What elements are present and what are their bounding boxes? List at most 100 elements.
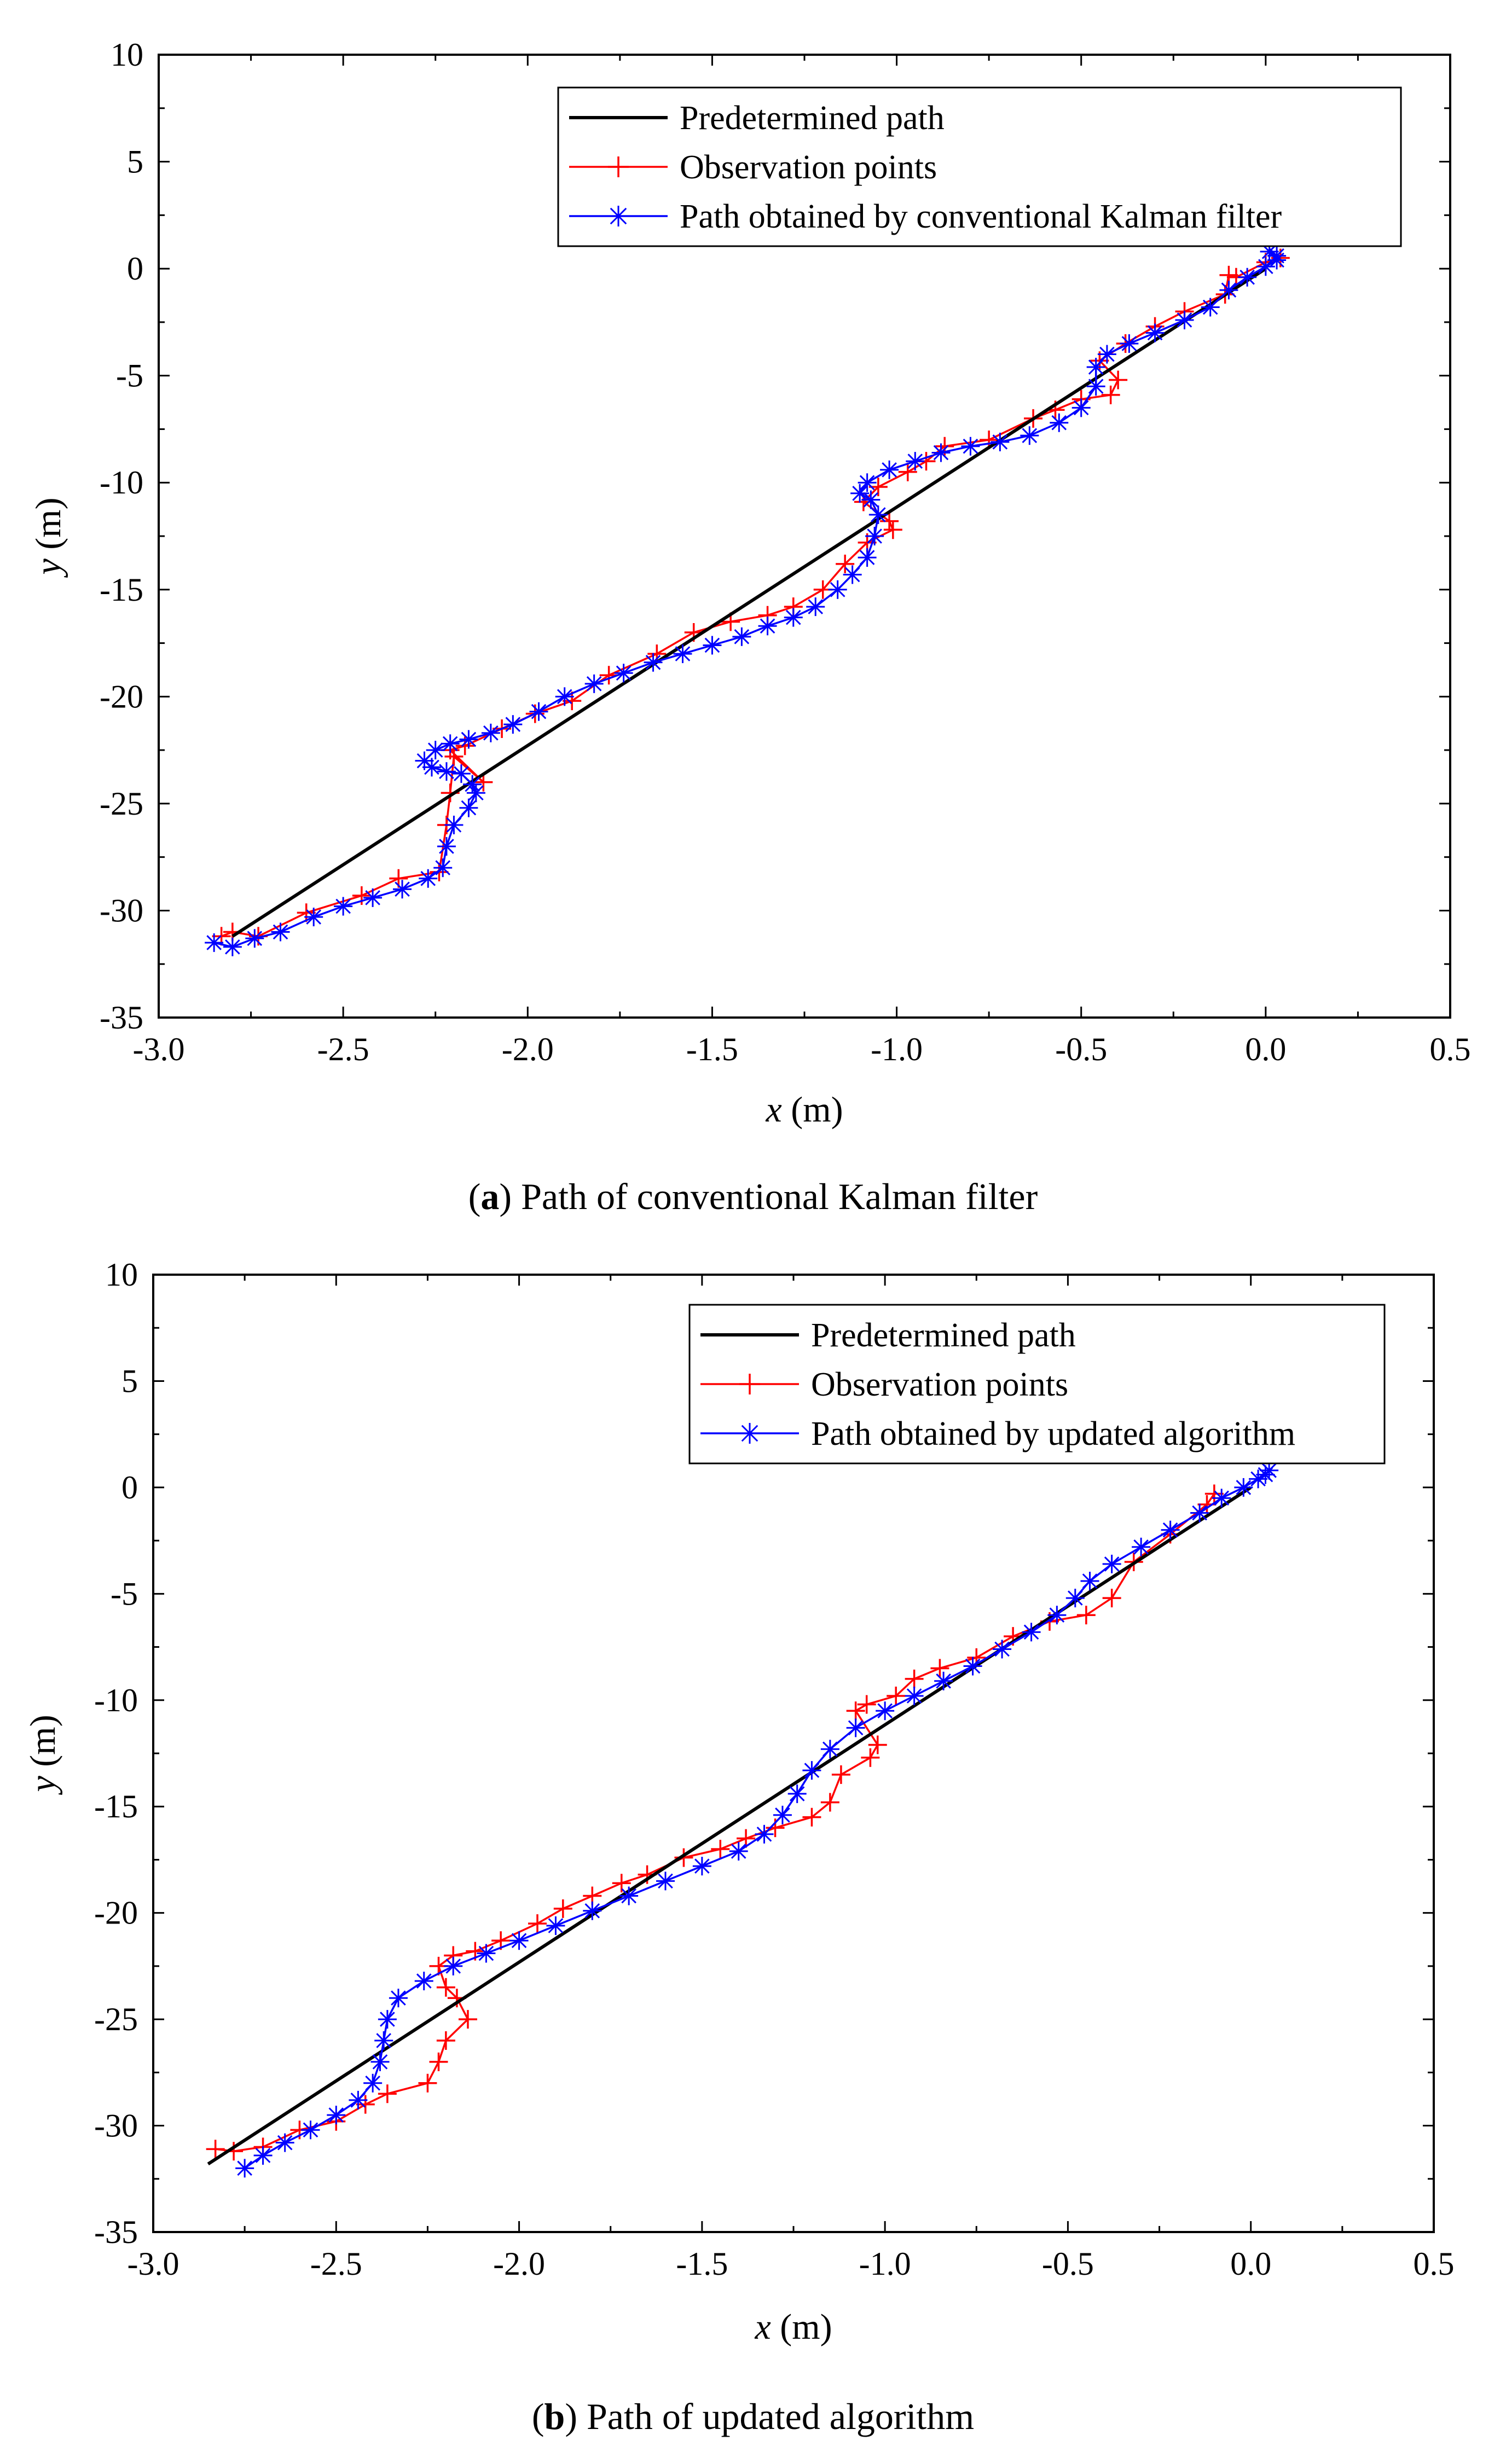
- series-filtered-point-d2: [859, 475, 875, 491]
- series-filtered-point-d2: [365, 2075, 380, 2091]
- series-filtered-point-d2: [822, 1741, 838, 1757]
- series-filtered-point: [437, 837, 456, 856]
- series-observation-point: [1076, 1606, 1096, 1625]
- legend-swatch-marker: [739, 1374, 760, 1394]
- series-observation-point: [1101, 385, 1120, 404]
- series-filtered-point-d2: [675, 646, 691, 661]
- series-filtered-point-d2: [1073, 400, 1089, 416]
- series-filtered-point: [223, 937, 242, 956]
- series-filtered-point: [806, 597, 825, 617]
- series-filtered-point-d2: [461, 731, 477, 747]
- series-filtered-point-d2: [852, 485, 867, 501]
- series-filtered-point: [205, 933, 224, 952]
- legend-entry-label: Predetermined path: [811, 1317, 1076, 1354]
- series-observation-point: [887, 1687, 906, 1705]
- series-filtered-point: [1071, 398, 1091, 417]
- x-axis-label: x (m): [765, 1090, 843, 1130]
- series-filtered-point-d2: [478, 1945, 494, 1961]
- series-filtered-point: [459, 798, 478, 817]
- series-filtered-point: [1161, 1520, 1180, 1539]
- series-filtered-point: [1175, 310, 1194, 329]
- series-filtered-point: [1086, 377, 1105, 396]
- panel-caption: (b) Path of updated algorithm: [532, 2396, 974, 2437]
- series-filtered-point-d2: [994, 1641, 1010, 1657]
- series-filtered-point: [374, 2031, 393, 2050]
- series-filtered-point: [868, 505, 888, 524]
- series-filtered-point: [433, 858, 453, 877]
- x-tick-label: 0.0: [1230, 2246, 1271, 2282]
- series-filtered-point-d2: [1177, 312, 1192, 328]
- series-filtered-point: [1020, 426, 1039, 445]
- series-filtered-point: [444, 1956, 463, 1975]
- legend: Predetermined path Observation points Path…: [688, 1304, 1386, 1465]
- series-filtered-point-d2: [1099, 346, 1115, 362]
- series-filtered-point: [349, 2090, 368, 2109]
- series-filtered-point: [444, 816, 464, 834]
- series-filtered-point: [546, 1916, 565, 1935]
- series-filtered-point-d2: [859, 550, 875, 565]
- legend-swatch-marker: [608, 156, 629, 177]
- series-filtered-point-d2: [1121, 336, 1137, 351]
- series-filtered-point: [253, 2146, 273, 2165]
- series-filtered-point-d2: [465, 776, 480, 792]
- series-observation-point: [1109, 370, 1128, 390]
- series-filtered-point: [934, 1671, 953, 1690]
- series-observation-point: [528, 1914, 547, 1933]
- series-filtered-point: [729, 1841, 748, 1861]
- series-filtered-point: [905, 1687, 924, 1705]
- series-observation-point: [356, 2095, 375, 2114]
- series-filtered-point-d2: [273, 924, 288, 940]
- series-filtered-point-d2: [446, 817, 462, 833]
- x-axis-label: x (m): [754, 2307, 832, 2347]
- series-filtered-point-d2: [808, 599, 824, 614]
- series-observation-point: [802, 1808, 821, 1827]
- series-filtered-point: [419, 869, 438, 888]
- series-observation-point: [647, 644, 667, 664]
- series-filtered-point: [245, 929, 264, 948]
- series-filtered-point-d2: [548, 1918, 564, 1933]
- series-filtered-point-d2: [848, 1720, 864, 1736]
- series-filtered-point: [529, 702, 548, 721]
- x-tick-label: -2.0: [502, 1031, 554, 1067]
- series-filtered-point: [1102, 1554, 1121, 1573]
- series-filtered-point-d2: [1239, 269, 1255, 285]
- y-tick-label: 5: [121, 1363, 138, 1399]
- series-observation-point: [898, 462, 917, 481]
- series-filtered-point-d2: [531, 704, 547, 719]
- series-filtered-point: [773, 1805, 792, 1824]
- y-tick-label: -25: [94, 2001, 138, 2037]
- series-filtered-point-d2: [1269, 248, 1284, 264]
- series-filtered-point: [327, 2106, 346, 2125]
- series-filtered-point-d2: [867, 528, 882, 544]
- series-observation-point: [418, 2073, 437, 2093]
- series-filtered-point-d2: [1088, 359, 1104, 375]
- series-filtered-point-d2: [1088, 379, 1104, 394]
- series-filtered-point: [477, 1944, 496, 1963]
- legend-entry-label: Predetermined path: [680, 100, 945, 137]
- series-filtered-point-d2: [391, 1990, 406, 2006]
- series-filtered-point-d2: [1023, 1624, 1039, 1640]
- x-tick-label: 0.5: [1430, 1031, 1471, 1067]
- x-tick-label: -1.5: [676, 2246, 728, 2282]
- y-axis-label: y (m): [23, 1715, 63, 1795]
- series-filtered-point-d2: [965, 1658, 981, 1674]
- series-filtered-point-d2: [505, 717, 521, 732]
- series-filtered-point-d2: [844, 567, 860, 583]
- y-tick-label: -35: [100, 999, 143, 1036]
- series-filtered-point: [858, 473, 877, 492]
- series-filtered-point: [235, 2159, 254, 2178]
- series-observation-point: [429, 2052, 448, 2071]
- x-tick-label: 0.5: [1414, 2246, 1455, 2282]
- legend-entry-label: Observation points: [680, 149, 937, 186]
- y-tick-label: -35: [94, 2214, 138, 2250]
- series-filtered-point: [334, 897, 353, 916]
- legend-entry-label: Path obtained by conventional Kalman fil…: [680, 198, 1282, 235]
- series-filtered-point: [732, 627, 751, 646]
- series-filtered-point: [451, 764, 471, 783]
- x-tick-label: -1.0: [871, 1031, 923, 1067]
- series-filtered-point: [644, 653, 663, 672]
- series-filtered-point: [426, 741, 445, 760]
- series-observation-point: [458, 2010, 477, 2029]
- series-filtered-point-d2: [871, 507, 886, 522]
